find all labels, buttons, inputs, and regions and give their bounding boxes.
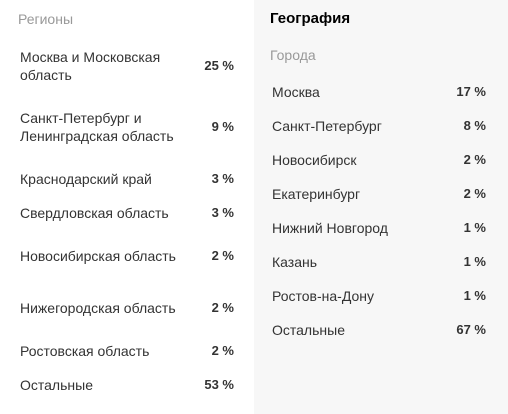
region-row: Ростовская область 2 % [0, 342, 254, 360]
city-percent: 8 % [463, 118, 486, 133]
city-percent: 67 % [456, 322, 486, 337]
city-percent: 1 % [463, 254, 486, 269]
city-row: Нижний Новгород 1 % [254, 219, 508, 237]
region-name: Новосибирская область [20, 248, 176, 264]
city-name: Санкт-Петербург [272, 118, 382, 134]
region-percent: 3 % [211, 205, 234, 220]
geography-panel: География Города Москва 17 % Санкт-Петер… [254, 0, 508, 414]
region-percent: 2 % [211, 248, 234, 263]
geography-title: География [270, 10, 351, 27]
city-percent: 2 % [463, 186, 486, 201]
region-percent: 2 % [211, 343, 234, 358]
region-percent: 53 % [204, 377, 234, 392]
city-percent: 1 % [463, 288, 486, 303]
city-row: Санкт-Петербург 8 % [254, 117, 508, 135]
region-row: Остальные 53 % [0, 376, 254, 394]
region-name: Санкт-Петербург и Ленинградская область [20, 110, 174, 144]
region-row: Краснодарский край 3 % [0, 170, 254, 188]
region-percent: 9 % [211, 119, 234, 134]
region-row: Москва и Московская область 25 % [0, 48, 254, 84]
region-percent: 3 % [211, 171, 234, 186]
region-name: Краснодарский край [20, 171, 152, 187]
city-name: Казань [272, 254, 318, 270]
region-name: Свердловская область [20, 205, 169, 221]
city-percent: 1 % [463, 220, 486, 235]
region-name: Ростовская область [20, 343, 150, 359]
region-row: Санкт-Петербург и Ленинградская область … [0, 100, 254, 154]
region-name: Остальные [20, 377, 93, 393]
city-name: Остальные [272, 322, 345, 338]
city-name: Москва [272, 84, 320, 100]
city-row: Москва 17 % [254, 83, 508, 101]
city-row: Екатеринбург 2 % [254, 185, 508, 203]
region-row: Новосибирская область 2 % [0, 238, 254, 274]
region-percent: 25 % [204, 58, 234, 73]
city-name: Нижний Новгород [272, 220, 388, 236]
city-row: Новосибирск 2 % [254, 151, 508, 169]
city-row: Казань 1 % [254, 253, 508, 271]
city-row: Остальные 67 % [254, 321, 508, 339]
region-name: Москва и Московская область [20, 49, 161, 83]
region-name: Нижегородская область [20, 300, 176, 316]
city-name: Ростов-на-Дону [272, 288, 374, 304]
city-name: Новосибирск [272, 152, 357, 168]
cities-label: Города [270, 47, 316, 63]
city-row: Ростов-на-Дону 1 % [254, 287, 508, 305]
city-name: Екатеринбург [272, 186, 361, 202]
city-percent: 2 % [463, 152, 486, 167]
city-percent: 17 % [456, 84, 486, 99]
region-percent: 2 % [211, 300, 234, 315]
region-row: Нижегородская область 2 % [0, 290, 254, 326]
region-row: Свердловская область 3 % [0, 204, 254, 222]
regions-panel: Регионы Москва и Московская область 25 %… [0, 11, 254, 394]
regions-label: Регионы [18, 11, 74, 27]
